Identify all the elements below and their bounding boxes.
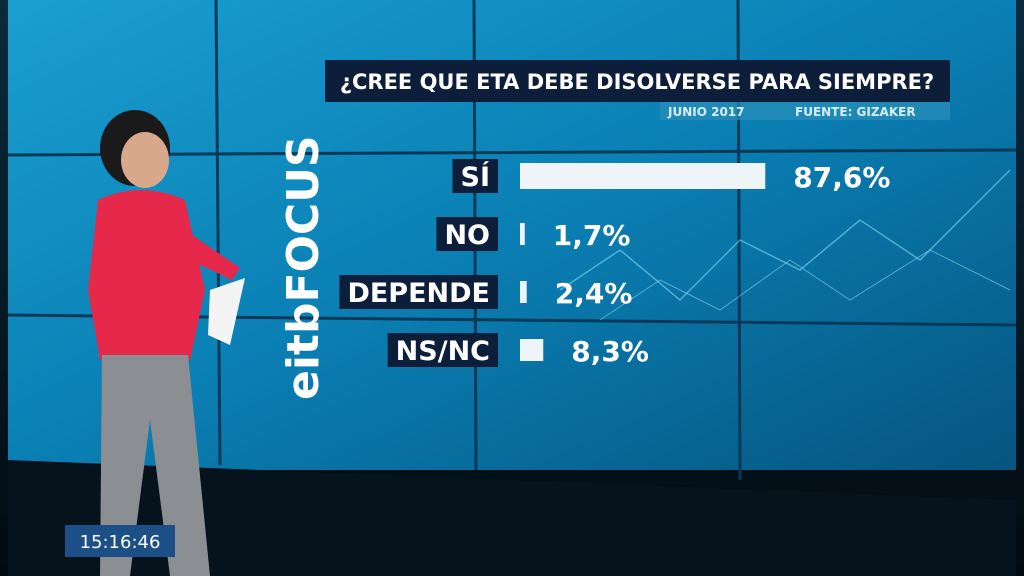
subtitle-strip (660, 102, 950, 120)
category-box (387, 333, 498, 367)
category-label: NS/NC (396, 336, 490, 367)
subtitle-date: JUNIO 2017 (667, 105, 745, 119)
decor-line (559, 169, 1011, 302)
category-label: DEPENDE (347, 278, 490, 309)
category-label: SÍ (461, 161, 491, 193)
bar (520, 163, 766, 189)
chart-title: ¿CREE QUE ETA DEBE DISOLVERSE PARA SIEMP… (340, 70, 934, 94)
category-label: NO (444, 220, 490, 251)
bar (520, 339, 544, 361)
presenter (88, 110, 245, 576)
value-label: 87,6% (793, 161, 890, 194)
value-label: 1,7% (553, 219, 631, 252)
floor-shadow (8, 460, 1016, 576)
subtitle-source: FUENTE: GIZAKER (795, 105, 916, 119)
bar (520, 223, 525, 245)
clock: 15:16:46 (80, 532, 161, 553)
category-box (436, 217, 498, 251)
value-label: 8,3% (571, 335, 649, 368)
decor-line (599, 249, 1011, 321)
clock-box (65, 525, 175, 557)
logo: eitbFOCUS (278, 135, 329, 400)
category-box (339, 275, 498, 309)
value-label: 2,4% (555, 277, 633, 310)
category-box (452, 159, 498, 193)
bar (520, 281, 527, 303)
title-box (325, 60, 950, 102)
